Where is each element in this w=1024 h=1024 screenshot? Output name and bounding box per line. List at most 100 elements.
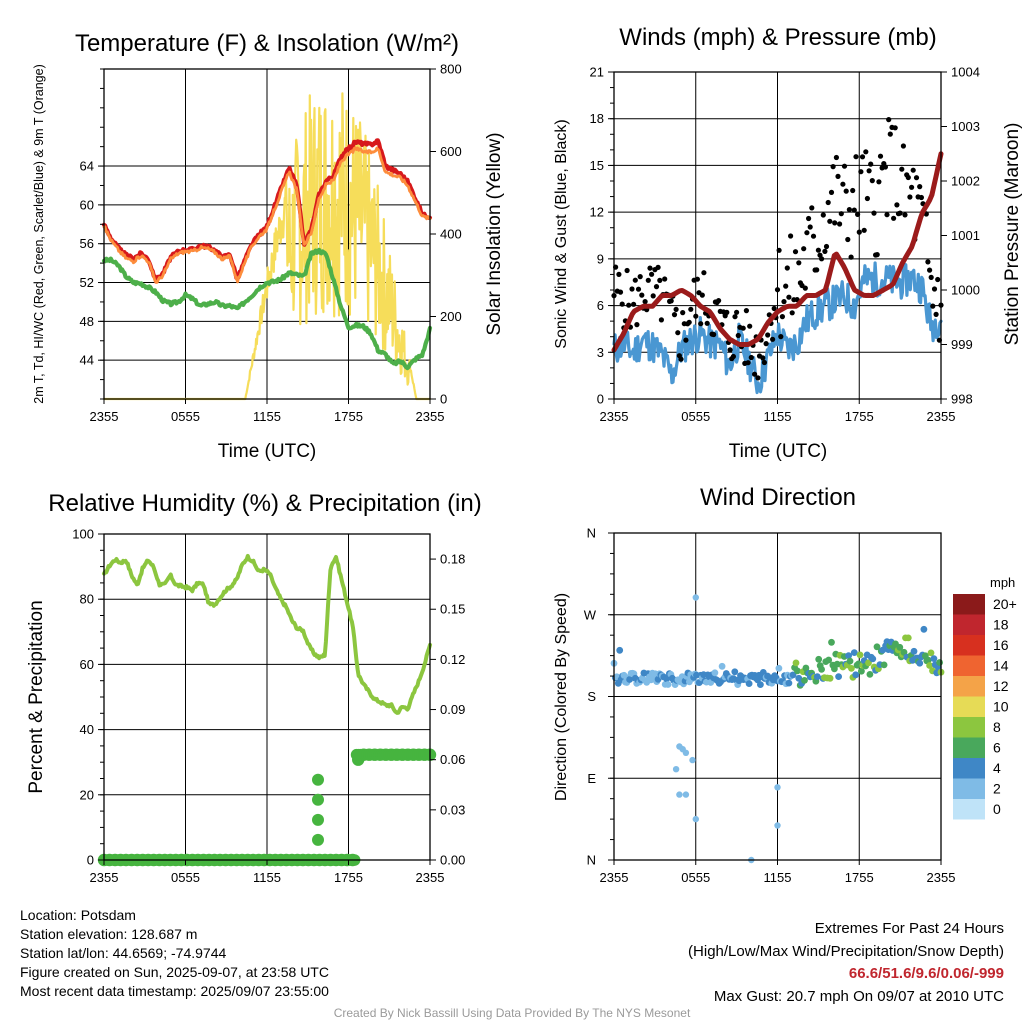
direction-point bbox=[848, 665, 855, 672]
legend-label: 16 bbox=[993, 637, 1009, 653]
gust-point bbox=[892, 125, 898, 131]
direction-point bbox=[880, 661, 888, 669]
gust-point bbox=[917, 184, 923, 190]
temp-xtick-label: 1755 bbox=[334, 409, 363, 424]
gust-point bbox=[655, 264, 661, 270]
recent-data-text: Most recent data timestamp: 2025/09/07 2… bbox=[20, 983, 329, 999]
temp-ytick-label: 60 bbox=[80, 197, 94, 212]
direction-chart: 2355 0555 1155 1755 2355 N E S W N Wind Direction D… bbox=[553, 484, 955, 885]
direction-point bbox=[865, 659, 872, 667]
gust-point bbox=[846, 207, 853, 213]
humidity-ytick-label: 40 bbox=[80, 722, 94, 737]
gust-point bbox=[910, 167, 916, 173]
winds-xtick-label: 2355 bbox=[600, 409, 629, 424]
gust-point bbox=[877, 153, 884, 159]
direction-point bbox=[792, 659, 800, 667]
gust-point bbox=[838, 211, 844, 217]
direction-point bbox=[815, 655, 823, 663]
temp-xtick-label: 1155 bbox=[253, 409, 281, 424]
direction-point bbox=[818, 666, 825, 673]
gust-point bbox=[693, 313, 699, 319]
winds-title: Winds (mph) & Pressure (mb) bbox=[619, 24, 936, 51]
winds-ytick-label: 21 bbox=[590, 65, 604, 80]
humidity-ytick-right-label: 0.12 bbox=[440, 652, 465, 667]
temp-ytick-right-label: 800 bbox=[440, 62, 462, 77]
gust-point bbox=[781, 299, 787, 305]
direction-xtick-label: 2355 bbox=[927, 870, 956, 885]
gust-point bbox=[825, 199, 831, 206]
direction-point bbox=[692, 594, 699, 601]
gust-point bbox=[619, 301, 625, 307]
gust-point bbox=[827, 218, 833, 224]
gust-point bbox=[918, 194, 925, 201]
precip-point bbox=[312, 813, 324, 826]
speed-legend: mph 20+ 18 16 14 12 10 8 6 4 2 0 bbox=[953, 575, 1017, 820]
legend-swatch bbox=[953, 737, 985, 758]
winds-ytick-label: 18 bbox=[590, 111, 604, 126]
legend-swatch bbox=[953, 717, 985, 738]
gust-point bbox=[855, 211, 861, 217]
precip-point bbox=[312, 773, 324, 786]
gust-point bbox=[802, 285, 808, 291]
gust-point bbox=[657, 277, 663, 283]
direction-point bbox=[801, 677, 808, 684]
gust-point bbox=[871, 210, 877, 216]
direction-xtick-label: 0555 bbox=[681, 870, 710, 885]
direction-ytick-label: W bbox=[584, 607, 597, 622]
gust-point bbox=[861, 227, 867, 233]
direction-point bbox=[664, 681, 672, 688]
gust-point bbox=[804, 230, 810, 236]
credit-text: Created By Nick Bassill Using Data Provi… bbox=[333, 1006, 691, 1020]
gust-point bbox=[874, 252, 880, 258]
gust-point bbox=[678, 356, 684, 362]
humidity-ytick-right-label: 0.18 bbox=[440, 552, 465, 567]
gust-point bbox=[635, 286, 642, 292]
gust-point bbox=[683, 337, 689, 343]
humidity-xtick-label: 2355 bbox=[416, 870, 445, 885]
extremes-values: 66.6/51.6/9.6/0.06/-999 bbox=[848, 965, 1004, 982]
legend-label: 6 bbox=[993, 740, 1001, 756]
gust-point bbox=[925, 259, 931, 265]
direction-point bbox=[846, 657, 854, 665]
direction-point bbox=[794, 667, 801, 675]
gust-point bbox=[788, 233, 794, 239]
humidity-ytick-label: 0 bbox=[87, 853, 94, 868]
winds-ytick-label: 0 bbox=[597, 392, 604, 407]
winds-ytick-label: 9 bbox=[597, 251, 604, 266]
gust-point bbox=[891, 215, 897, 221]
gust-point bbox=[837, 221, 843, 227]
gust-point bbox=[688, 306, 694, 312]
humidity-line bbox=[102, 553, 432, 715]
temp-ytick-label: 56 bbox=[80, 236, 94, 251]
winds-ytick-right-label: 1000 bbox=[951, 283, 980, 298]
gust-point bbox=[843, 188, 849, 194]
direction-xtick-label: 1155 bbox=[764, 870, 792, 885]
gust-point bbox=[645, 277, 651, 283]
gust-point bbox=[631, 301, 637, 307]
max-gust-text: Max Gust: 20.7 mph On 09/07 at 2010 UTC bbox=[713, 987, 1004, 1005]
gust-point bbox=[830, 164, 836, 170]
legend-title: mph bbox=[990, 575, 1015, 590]
gust-point bbox=[653, 284, 660, 290]
gust-point bbox=[858, 169, 864, 175]
gust-point bbox=[694, 276, 701, 282]
humidity-ytick-right-label: 0.06 bbox=[440, 752, 465, 767]
gust-point bbox=[810, 233, 817, 239]
gust-point bbox=[809, 205, 815, 211]
gust-point bbox=[909, 184, 915, 190]
humidity-ytick-label: 60 bbox=[80, 657, 94, 672]
gust-point bbox=[928, 274, 934, 280]
legend-swatch bbox=[953, 655, 985, 676]
gust-point bbox=[629, 286, 635, 292]
gust-point bbox=[807, 224, 813, 230]
gust-point bbox=[770, 336, 776, 342]
temp-ytick-label: 64 bbox=[80, 159, 94, 174]
gust-point bbox=[853, 154, 859, 160]
direction-point bbox=[920, 625, 928, 633]
gust-point bbox=[876, 179, 882, 185]
pressure-line bbox=[611, 151, 944, 353]
gust-point bbox=[833, 154, 840, 161]
precip-point bbox=[312, 833, 324, 846]
humidity-ytick-label: 20 bbox=[80, 787, 94, 802]
direction-point bbox=[745, 680, 753, 687]
